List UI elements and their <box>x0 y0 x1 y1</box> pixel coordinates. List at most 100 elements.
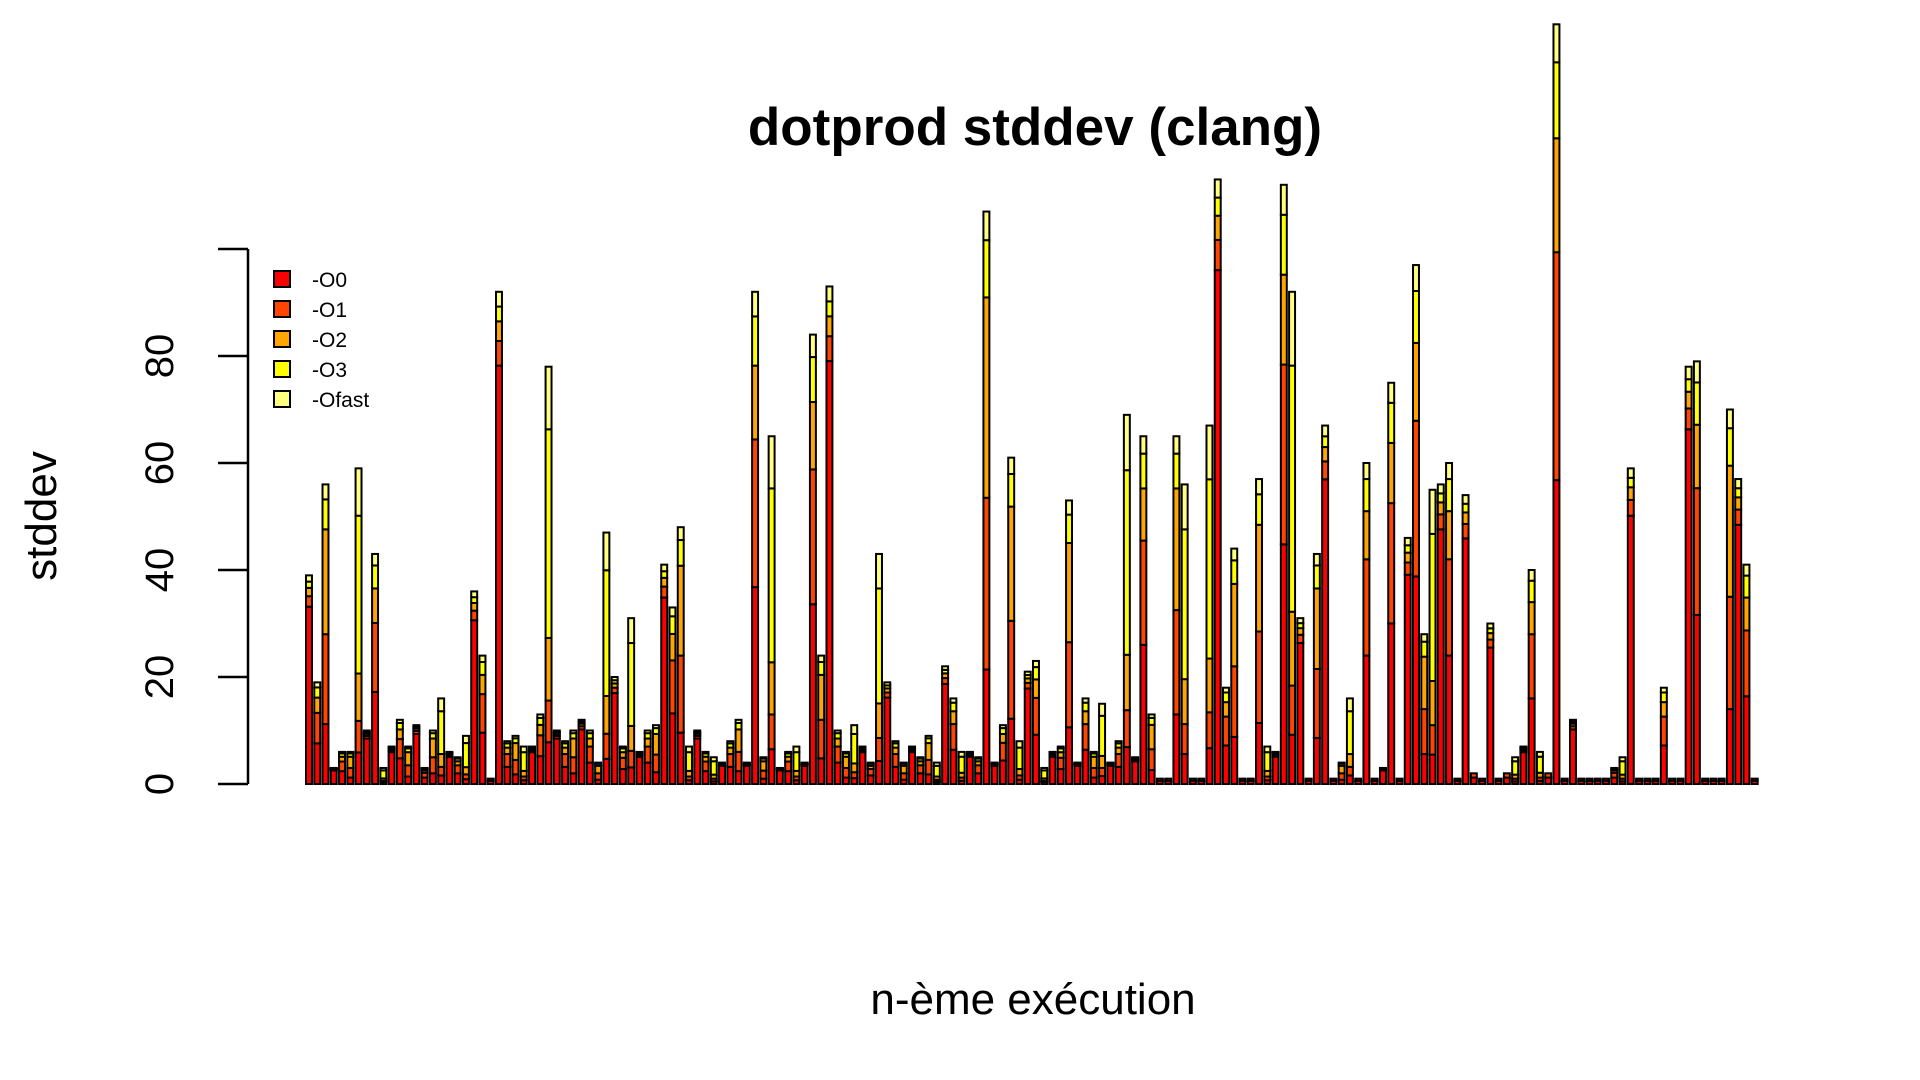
bar-segment <box>321 633 330 726</box>
bar-group <box>354 467 363 785</box>
bar-segment <box>982 496 991 671</box>
bar-segment <box>618 756 627 771</box>
bar-segment <box>635 750 644 754</box>
bar-segment <box>1230 547 1239 562</box>
bar-segment <box>1122 469 1131 656</box>
bar-segment <box>338 770 346 785</box>
bar-segment <box>1659 744 1668 785</box>
bar-segment <box>1345 710 1354 756</box>
bar-segment <box>1684 378 1693 393</box>
bar-segment <box>1725 708 1734 785</box>
bar-segment <box>1461 522 1470 540</box>
bar-segment <box>602 694 611 735</box>
bar-segment <box>1213 269 1222 785</box>
bar-segment <box>585 729 594 735</box>
bar-segment <box>693 729 702 734</box>
bar-segment <box>1420 640 1429 658</box>
bar-segment <box>1321 435 1330 449</box>
bar-group <box>1511 756 1520 786</box>
bar-group <box>1527 569 1536 786</box>
bar-segment <box>1321 478 1330 785</box>
bar-segment <box>1445 478 1454 513</box>
bar-segment <box>536 716 545 726</box>
bar-group <box>1651 777 1660 785</box>
bar-segment <box>329 769 338 785</box>
bar-segment <box>1263 751 1272 772</box>
bar-segment <box>495 364 503 785</box>
bar-segment <box>561 753 570 768</box>
y-tick-label: 60 <box>138 441 182 486</box>
bar-group <box>1098 702 1107 785</box>
bar-group <box>1445 462 1454 785</box>
bar-segment <box>751 290 760 318</box>
bar-segment <box>1478 777 1487 782</box>
bar-group <box>1734 478 1743 785</box>
bar-segment <box>792 751 801 772</box>
bar-segment <box>1725 464 1734 598</box>
bar-group <box>544 365 553 786</box>
chart-title: dotprod stddev (clang) <box>748 98 1322 157</box>
bar-segment <box>338 760 346 773</box>
bar-group <box>1552 23 1561 785</box>
bar-segment <box>1676 777 1685 782</box>
bar-segment <box>982 210 991 242</box>
bar-segment <box>1387 622 1396 785</box>
bars <box>305 23 1759 786</box>
bar-segment <box>1494 777 1503 782</box>
bar-segment <box>1378 769 1387 785</box>
bar-segment <box>371 564 380 590</box>
bar-segment <box>461 742 470 769</box>
bar-segment <box>395 757 404 786</box>
bar-group <box>1180 483 1189 785</box>
bar-segment <box>321 528 330 636</box>
bar-segment <box>1552 61 1561 140</box>
bar-group <box>552 729 561 786</box>
bar-segment <box>437 765 446 777</box>
bar-segment <box>437 753 446 768</box>
bar-segment <box>1139 539 1148 646</box>
bar-segment <box>850 732 859 765</box>
bar-segment <box>767 487 776 664</box>
bar-segment <box>1403 551 1412 564</box>
bar-segment <box>470 609 479 622</box>
bar-segment <box>668 659 677 715</box>
bar-group <box>1255 478 1264 786</box>
bar-segment <box>1461 502 1470 514</box>
bar-segment <box>808 401 817 471</box>
bar-segment <box>841 750 850 755</box>
bar-segment <box>1502 772 1511 779</box>
bar-group <box>1469 772 1478 786</box>
bar-segment <box>1742 596 1751 632</box>
bar-group <box>1197 777 1206 785</box>
bar-segment <box>643 737 652 748</box>
bar-group <box>1676 777 1685 785</box>
bar-group <box>1750 777 1759 785</box>
bar-segment <box>627 749 636 769</box>
bar-segment <box>643 761 652 785</box>
bar-segment <box>1155 777 1164 782</box>
bar-group <box>792 745 801 785</box>
bar-segment <box>1420 708 1429 756</box>
bar-segment <box>627 724 636 752</box>
bar-segment <box>817 654 826 664</box>
bar-segment <box>1007 619 1016 720</box>
bar-segment <box>660 585 669 599</box>
bar-segment <box>891 765 900 786</box>
bar-segment <box>1205 478 1214 660</box>
bar-group <box>362 729 371 786</box>
bar-segment <box>643 745 652 764</box>
bar-group <box>899 761 908 785</box>
bar-segment <box>1279 213 1288 276</box>
bar-segment <box>1321 446 1330 463</box>
bar-segment <box>899 764 908 775</box>
bar-segment <box>833 729 842 735</box>
bar-segment <box>1081 701 1090 713</box>
bar-group <box>610 676 619 785</box>
bar-group <box>932 761 941 785</box>
bar-segment <box>1180 723 1189 756</box>
bar-segment <box>305 595 313 608</box>
bar-segment <box>371 587 380 624</box>
bar-segment <box>486 777 495 782</box>
bar-segment <box>1007 472 1016 508</box>
bar-segment <box>833 745 842 764</box>
